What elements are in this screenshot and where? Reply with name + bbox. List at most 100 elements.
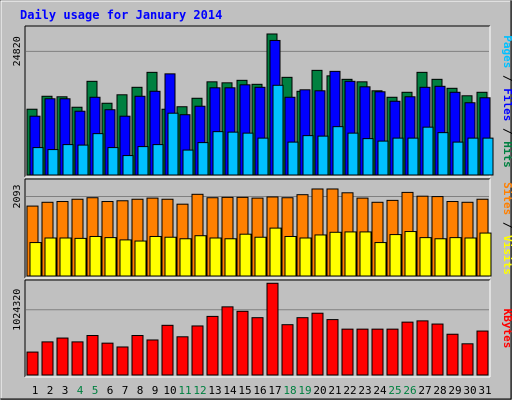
bar-pages-day-29 [452, 141, 464, 176]
bar-pages-day-4 [77, 144, 89, 176]
x-tick-label-day-13: 13 [208, 384, 221, 397]
bar-kbytes-day-14 [221, 306, 234, 376]
x-tick-label-day-21: 21 [328, 384, 341, 397]
bar-kbytes-day-7 [116, 346, 129, 376]
bar-kbytes-day-30 [461, 343, 474, 376]
bar-visits-day-26 [404, 231, 417, 277]
bar-kbytes-day-22 [341, 328, 354, 376]
bar-pages-day-3 [62, 144, 74, 176]
bar-kbytes-day-6 [101, 342, 114, 376]
x-tick-label-day-14: 14 [223, 384, 237, 397]
y-tick-label: 1024320 [12, 289, 23, 331]
series-axis-label: KBytes [501, 309, 512, 349]
bar-visits-day-5 [89, 235, 102, 277]
bar-visits-day-3 [59, 237, 72, 277]
x-tick-label-day-1: 1 [32, 384, 39, 397]
bar-pages-day-9 [152, 144, 164, 176]
bar-visits-day-22 [344, 231, 357, 277]
x-tick-label-day-23: 23 [358, 384, 371, 397]
bar-pages-day-13 [212, 131, 224, 176]
x-tick-label-day-28: 28 [433, 384, 446, 397]
y-tick-label: 24820 [12, 36, 23, 66]
bar-visits-day-6 [104, 237, 117, 277]
bar-pages-day-20 [317, 135, 329, 176]
bar-pages-day-23 [362, 138, 374, 176]
x-tick-label-day-9: 9 [152, 384, 159, 397]
bar-visits-day-19 [299, 237, 312, 277]
series-label-kbytes: KBytes [501, 309, 512, 349]
bar-visits-day-21 [329, 231, 342, 277]
bar-pages-day-21 [332, 126, 344, 176]
bar-kbytes-day-9 [146, 339, 159, 376]
series-label-sites: Sites [501, 182, 512, 215]
bar-kbytes-day-17 [266, 282, 279, 376]
bar-kbytes-day-28 [431, 323, 444, 376]
panel-sites-visits: 2093 Sites / Visits [12, 178, 512, 279]
x-tick-label-day-25: 25 [388, 384, 401, 397]
bar-kbytes-day-20 [311, 312, 324, 376]
bar-visits-day-30 [464, 237, 477, 277]
bar-visits-day-29 [449, 237, 462, 277]
x-tick-label-day-11: 11 [178, 384, 191, 397]
chart-panels: 24820 Pages / Files / Hits 2093 Sites / Vis… [12, 25, 512, 378]
panel-kbytes: 1024320 KBytes [12, 279, 512, 378]
series-label-separator: / [501, 121, 512, 141]
bar-visits-day-31 [479, 232, 492, 277]
bar-pages-day-5 [92, 133, 104, 176]
bar-kbytes-day-29 [446, 333, 459, 376]
bar-kbytes-day-2 [41, 341, 54, 376]
x-tick-label-day-16: 16 [253, 384, 266, 397]
x-tick-label-day-27: 27 [418, 384, 431, 397]
x-tick-label-day-26: 26 [403, 384, 416, 397]
bar-visits-day-24 [374, 242, 387, 277]
bar-pages-day-12 [197, 142, 209, 176]
bar-visits-day-14 [224, 238, 237, 277]
bar-visits-day-8 [134, 240, 147, 277]
bar-pages-day-8 [137, 146, 149, 176]
bar-visits-day-27 [419, 237, 432, 277]
x-tick-label-day-17: 17 [268, 384, 281, 397]
x-tick-label-day-31: 31 [478, 384, 491, 397]
bar-kbytes-day-13 [206, 315, 219, 376]
x-tick-label-day-22: 22 [343, 384, 356, 397]
bar-pages-day-31 [482, 137, 494, 176]
bar-pages-day-15 [242, 132, 254, 176]
bar-kbytes-day-16 [251, 317, 264, 376]
bar-pages-day-1 [32, 147, 44, 176]
bar-visits-day-16 [254, 236, 267, 277]
series-label-hits: Hits [501, 141, 512, 168]
bar-kbytes-day-3 [56, 337, 69, 376]
series-axis-label: Pages / Files / Hits [501, 35, 512, 168]
bar-visits-day-7 [119, 239, 132, 277]
x-tick-label-day-6: 6 [107, 384, 114, 397]
bar-visits-day-1 [29, 242, 42, 277]
bar-pages-day-24 [377, 140, 389, 176]
bar-pages-day-27 [422, 126, 434, 176]
bar-visits-day-9 [149, 235, 162, 277]
x-tick-label-day-10: 10 [163, 384, 176, 397]
x-tick-label-day-4: 4 [77, 384, 84, 397]
chart-title: Daily usage for January 2014 [20, 8, 222, 22]
x-tick-label-day-5: 5 [92, 384, 99, 397]
x-tick-label-day-18: 18 [283, 384, 296, 397]
x-tick-label-day-15: 15 [238, 384, 251, 397]
bar-pages-day-6 [107, 147, 119, 176]
bar-kbytes-day-18 [281, 324, 294, 376]
x-tick-label-day-7: 7 [122, 384, 129, 397]
x-tick-label-day-29: 29 [448, 384, 461, 397]
bar-kbytes-day-12 [191, 325, 204, 376]
bar-pages-day-17 [272, 84, 284, 176]
bar-visits-day-18 [284, 235, 297, 277]
bar-kbytes-day-21 [326, 319, 339, 376]
bar-visits-day-2 [44, 237, 57, 277]
bar-kbytes-day-23 [356, 328, 369, 376]
bar-visits-day-4 [74, 237, 87, 277]
bar-visits-day-13 [209, 237, 222, 277]
x-tick-label-day-8: 8 [137, 384, 144, 397]
bar-pages-day-28 [437, 132, 449, 176]
panel-pages-files-hits: 24820 Pages / Files / Hits [12, 25, 512, 178]
series-label-files: Files [501, 88, 512, 121]
x-tick-label-day-24: 24 [373, 384, 387, 397]
